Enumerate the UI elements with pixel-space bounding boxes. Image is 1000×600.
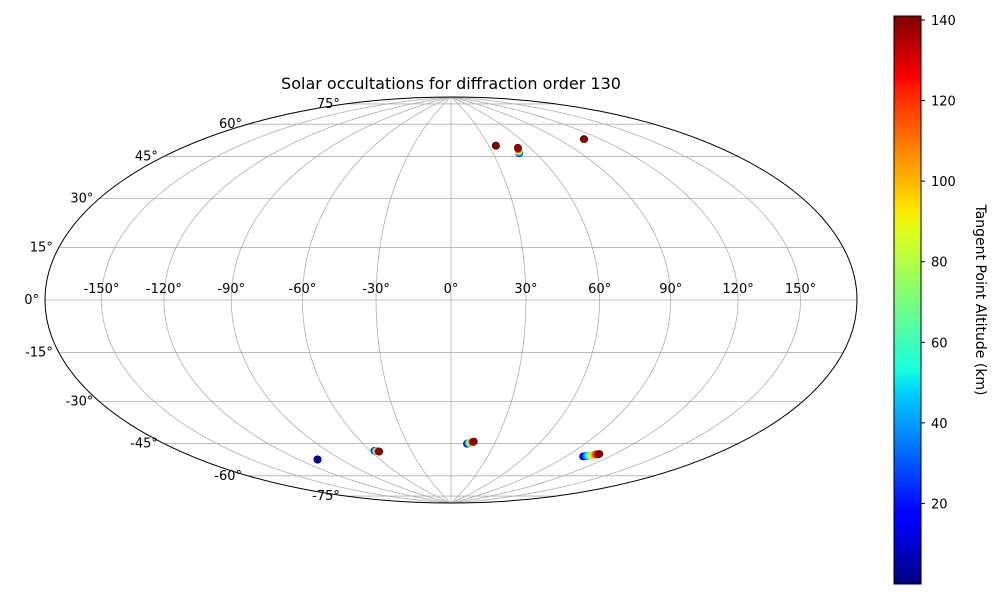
colorbar-tick-label: 40 bbox=[931, 417, 948, 432]
data-points bbox=[313, 135, 604, 464]
latitude-tick-label: 60° bbox=[219, 117, 242, 132]
colorbar-tick-label: 60 bbox=[931, 336, 948, 351]
colorbar-ticks: 20 40 60 80 100 120 140 bbox=[921, 14, 956, 512]
longitude-tick-label: 0° bbox=[444, 282, 459, 297]
colorbar: 20 40 60 80 100 120 140 Tangent Point Altitude… bbox=[893, 14, 988, 585]
occultation-point bbox=[595, 450, 604, 458]
longitude-tick-label: -120° bbox=[146, 282, 182, 297]
latitude-tick-label: 75° bbox=[317, 97, 340, 112]
map-boundary bbox=[44, 96, 858, 504]
map-area: -150° -120° -90° -60° -30° 0° 30° 60° 90° 120° 150… bbox=[24, 96, 858, 504]
chart-title: Solar occultations for diffraction order… bbox=[281, 74, 621, 93]
latitude-tick-label: -45° bbox=[130, 437, 158, 452]
longitude-tick-label: -150° bbox=[83, 282, 119, 297]
longitude-tick-label: -60° bbox=[289, 282, 317, 297]
longitude-gridlines bbox=[101, 97, 801, 503]
longitude-tick-label: 90° bbox=[659, 282, 682, 297]
longitude-gridline bbox=[101, 97, 452, 503]
occultation-point bbox=[514, 143, 522, 152]
occultation-point bbox=[492, 141, 500, 150]
latitude-tick-label: 30° bbox=[70, 192, 93, 207]
longitude-tick-label: -30° bbox=[362, 282, 390, 297]
latitude-tick-label: -15° bbox=[25, 346, 53, 361]
occultation-point bbox=[580, 135, 588, 143]
longitude-tick-labels: -150° -120° -90° -60° -30° 0° 30° 60° 90° 120° 150… bbox=[83, 282, 816, 297]
colorbar-tick-label: 120 bbox=[931, 95, 956, 110]
colorbar-tick-label: 140 bbox=[931, 14, 956, 29]
longitude-gridline bbox=[450, 97, 601, 503]
occultation-point bbox=[313, 455, 322, 464]
latitude-tick-label: 0° bbox=[24, 293, 39, 308]
latitude-tick-label: -60° bbox=[214, 469, 242, 484]
longitude-gridline bbox=[301, 97, 452, 503]
longitude-gridline bbox=[163, 97, 452, 503]
occultation-point bbox=[375, 447, 384, 456]
latitude-tick-label: 15° bbox=[30, 240, 53, 255]
longitude-gridline bbox=[230, 97, 452, 503]
longitude-tick-label: 60° bbox=[588, 282, 611, 297]
occultation-point bbox=[470, 437, 478, 446]
latitude-tick-label: 45° bbox=[135, 149, 158, 164]
latitude-tick-labels: -75° -60° -45° -30° -15° 0° 15° 30° 45° 60° 75° bbox=[24, 97, 340, 504]
colorbar-gradient bbox=[893, 15, 922, 585]
latitude-tick-label: -75° bbox=[312, 489, 340, 504]
colorbar-label: Tangent Point Altitude (km) bbox=[972, 203, 988, 395]
longitude-tick-label: -90° bbox=[217, 282, 245, 297]
colorbar-tick-label: 80 bbox=[931, 256, 948, 271]
longitude-tick-label: 120° bbox=[722, 282, 753, 297]
longitude-tick-label: 150° bbox=[785, 282, 816, 297]
longitude-tick-label: 30° bbox=[514, 282, 537, 297]
colorbar-tick-label: 100 bbox=[931, 175, 956, 190]
longitude-gridline bbox=[450, 97, 527, 503]
longitude-gridline bbox=[375, 97, 452, 503]
longitude-gridline bbox=[450, 97, 672, 503]
latitude-tick-label: -30° bbox=[66, 395, 94, 410]
longitude-gridline bbox=[450, 97, 801, 503]
longitude-gridline bbox=[450, 97, 739, 503]
colorbar-tick-label: 20 bbox=[931, 497, 948, 512]
